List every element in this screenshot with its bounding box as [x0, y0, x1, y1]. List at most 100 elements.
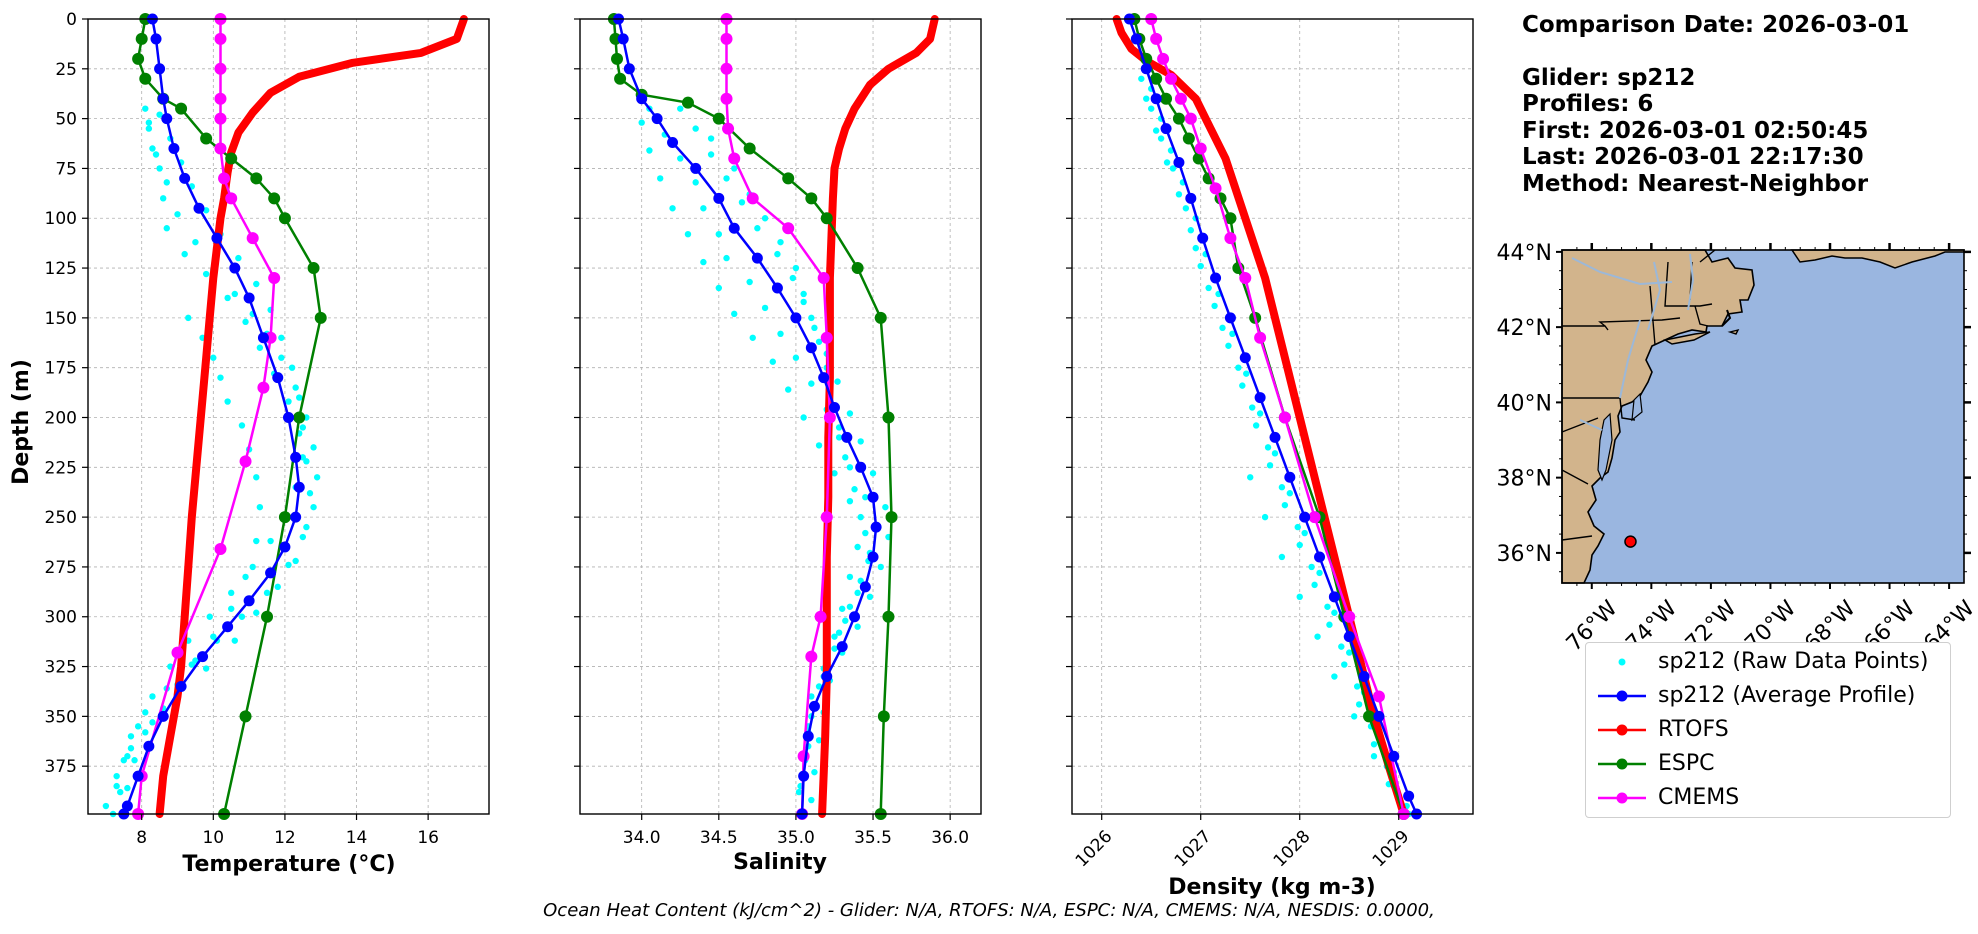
p0-raw-point-97	[131, 757, 138, 764]
p1-avg-marker-17	[867, 491, 879, 503]
p1-avg-marker-3	[636, 93, 648, 105]
p2-avg-marker-2	[1140, 63, 1152, 75]
p0-raw-point-79	[117, 788, 124, 796]
p0-raw-point-2	[149, 145, 156, 152]
p0-raw-point-7	[202, 270, 210, 278]
p0-raw-point-87	[253, 474, 260, 481]
density-panel: 1026 1027 1028 1029	[1066, 13, 1474, 871]
p0-raw-point-27	[156, 111, 163, 118]
p1-raw-point-91	[857, 513, 864, 521]
p1-xtick-label-4: 36.0	[931, 828, 969, 848]
p2-avg-marker-4	[1160, 123, 1172, 135]
p1-cmems-marker-1	[720, 32, 733, 45]
p0-raw-point-15	[306, 490, 314, 497]
p2-raw-point-34	[1331, 609, 1338, 616]
p1-raw-point-20	[835, 629, 843, 636]
p0-xtick-label-1: 10	[202, 828, 224, 848]
p1-espc-marker-8	[782, 172, 795, 185]
p1-avg-line	[617, 17, 878, 816]
p0-raw-point-93	[192, 657, 199, 664]
p1-raw-point-71	[831, 645, 838, 652]
p1-xtick-label-2: 35.0	[777, 828, 815, 848]
p0-raw-point-54	[145, 119, 153, 126]
p2-avg-marker-21	[1403, 790, 1415, 802]
p2-cmems-marker-4	[1174, 92, 1187, 105]
p1-raw-point-15	[862, 493, 869, 501]
p0-cmems-marker-4	[214, 112, 227, 125]
p1-cmems-marker-10	[823, 411, 836, 424]
p0-raw-point-16	[303, 523, 310, 531]
p0-avg-marker-22	[175, 680, 187, 692]
p2-raw-point-56	[1355, 701, 1363, 708]
p1-avg-marker-12	[805, 342, 817, 354]
p0-espc-marker-12	[314, 311, 327, 324]
p0-espc-marker-16	[239, 710, 252, 723]
p1-raw-point-33	[789, 274, 797, 282]
p2-avg-marker-13	[1284, 471, 1296, 483]
map-bay-delaware	[1631, 392, 1643, 422]
p1-raw-point-56	[684, 230, 692, 238]
p0-raw-point-34	[253, 280, 260, 288]
p1-cmems-marker-14	[797, 750, 810, 763]
map-land	[1561, 249, 1755, 584]
p1-avg-marker-10	[771, 282, 783, 294]
p1-avg-marker-8	[728, 222, 740, 234]
p0-avg-marker-5	[168, 143, 180, 155]
legend-label-espc: ESPC	[1658, 751, 1715, 776]
p1-avg-marker-4	[651, 113, 663, 125]
p2-cmems-marker-5	[1184, 112, 1197, 125]
p2-raw-point-65	[1331, 673, 1338, 680]
p1-raw-point-82	[792, 264, 800, 272]
p0-espc-marker-15	[261, 610, 274, 623]
p0-raw-point-68	[310, 503, 317, 511]
p2-avg-marker-5	[1173, 156, 1185, 168]
p1-raw-point-14	[846, 464, 854, 471]
p1-avg-marker-20	[859, 581, 871, 593]
p0-raw-point-8	[224, 294, 231, 302]
p2-cmems-marker-13	[1343, 610, 1356, 623]
p0-avg-marker-25	[132, 770, 144, 782]
p1-espc-marker-10	[820, 212, 833, 225]
p2-raw-point-51	[1281, 501, 1289, 509]
p2-avg-marker-12	[1269, 431, 1281, 443]
p1-raw-point-9	[777, 330, 784, 338]
p2-raw-point-64	[1314, 633, 1321, 640]
p1-raw-point-31	[754, 225, 761, 232]
p1-raw-point-60	[749, 334, 756, 341]
p1-raw-point-53	[646, 147, 653, 154]
p0-cmems-marker-13	[214, 543, 227, 555]
p1-raw-point-19	[846, 603, 854, 610]
p1-raw-point-4	[700, 205, 707, 212]
p0-ytick-label-11: 275	[45, 558, 77, 578]
p1-raw-point-90	[851, 486, 858, 493]
p0-ytick-label-4: 100	[45, 209, 77, 229]
p2-raw-point-16	[1353, 683, 1361, 690]
p1-raw-point-10	[792, 354, 800, 361]
p2-cmems-marker-3	[1165, 72, 1178, 85]
p1-raw-point-95	[831, 633, 838, 640]
p1-cmems-marker-3	[720, 92, 733, 105]
p2-raw-point-43	[1175, 191, 1183, 198]
temperature-panel: 8 10 12 14 16 0 25 50 75 100 125 150 175 200 225 250 275…	[45, 10, 490, 848]
p1-xtick-label-3: 35.5	[854, 828, 892, 848]
p1-raw-point-39	[857, 438, 864, 445]
p0-ytick-label-2: 50	[55, 110, 77, 130]
p1-raw-point-30	[738, 199, 746, 206]
p0-raw-point-89	[253, 537, 260, 545]
p1-raw-point-57	[700, 258, 707, 266]
map-island-long-island	[1662, 331, 1711, 345]
p1-espc-marker-9	[805, 192, 818, 205]
p0-raw-point-70	[285, 561, 292, 569]
p1-raw-point-43	[877, 563, 884, 571]
p1-raw-point-6	[723, 254, 730, 262]
legend: sp212 (Raw Data Points) sp212 (Average P…	[1585, 642, 1951, 818]
p2-raw-point-62	[1278, 553, 1286, 561]
map-lat-label-1: 42°N	[1497, 316, 1552, 341]
p0-raw-point-92	[210, 633, 217, 640]
p2-avg-marker-16	[1328, 591, 1340, 603]
p0-avg-marker-23	[157, 710, 169, 722]
p1-raw-point-85	[815, 338, 823, 345]
p2-raw-point-0	[1138, 75, 1145, 82]
p0-raw-point-52	[113, 782, 120, 790]
legend-item-espc: ESPC	[1586, 747, 1950, 781]
